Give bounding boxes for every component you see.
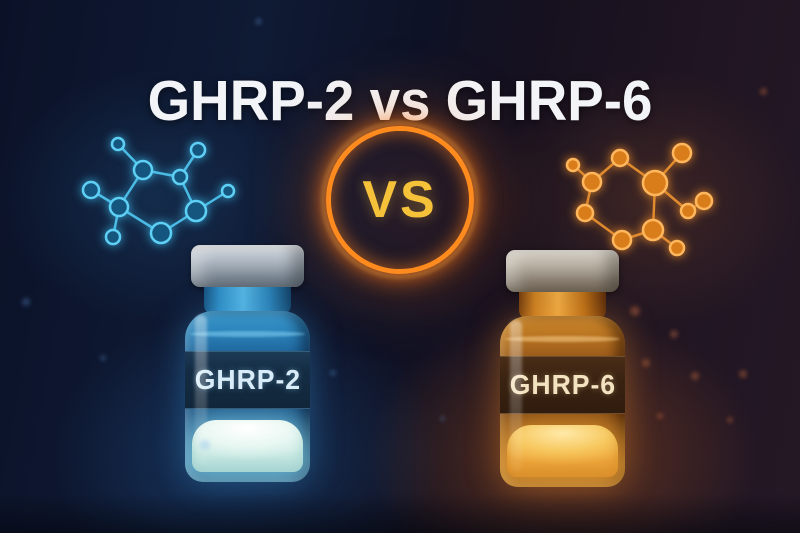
particle: [760, 88, 767, 95]
vial-neck: [204, 287, 291, 315]
glass-shine: [510, 320, 522, 472]
particle: [255, 18, 262, 25]
vs-badge: VS: [326, 126, 474, 274]
vial-body: GHRP-6: [500, 316, 625, 487]
vial-label-band: GHRP-2: [185, 351, 310, 409]
glass-shine: [195, 315, 207, 467]
vial-cap: [191, 245, 304, 287]
particle: [691, 372, 699, 380]
vial-label: GHRP-6: [509, 369, 616, 400]
vial-label: GHRP-2: [194, 364, 301, 395]
particle: [200, 440, 210, 450]
vial-cap: [506, 250, 619, 292]
molecule-blue-icon: [81, 136, 236, 246]
vial-ghrp2: GHRP-2: [185, 245, 310, 482]
vial-neck: [519, 292, 606, 320]
particle: [642, 359, 650, 367]
bottom-vignette: [0, 493, 800, 533]
molecule-orange-icon: [565, 142, 714, 257]
vial-body: GHRP-2: [185, 311, 310, 482]
powder: [192, 420, 303, 472]
particle: [440, 416, 445, 421]
particle: [657, 413, 663, 419]
particle: [670, 330, 678, 338]
powder: [507, 425, 618, 477]
particle: [630, 306, 640, 316]
particle: [100, 355, 106, 361]
vial-label-band: GHRP-6: [500, 356, 625, 414]
particle: [739, 370, 747, 378]
particle: [330, 370, 336, 376]
particle: [22, 298, 30, 306]
glass-highlight: [190, 331, 305, 337]
vial-ghrp6: GHRP-6: [500, 250, 625, 487]
particle: [727, 417, 733, 423]
glass-highlight: [505, 336, 620, 342]
vs-badge-label: VS: [362, 171, 438, 229]
